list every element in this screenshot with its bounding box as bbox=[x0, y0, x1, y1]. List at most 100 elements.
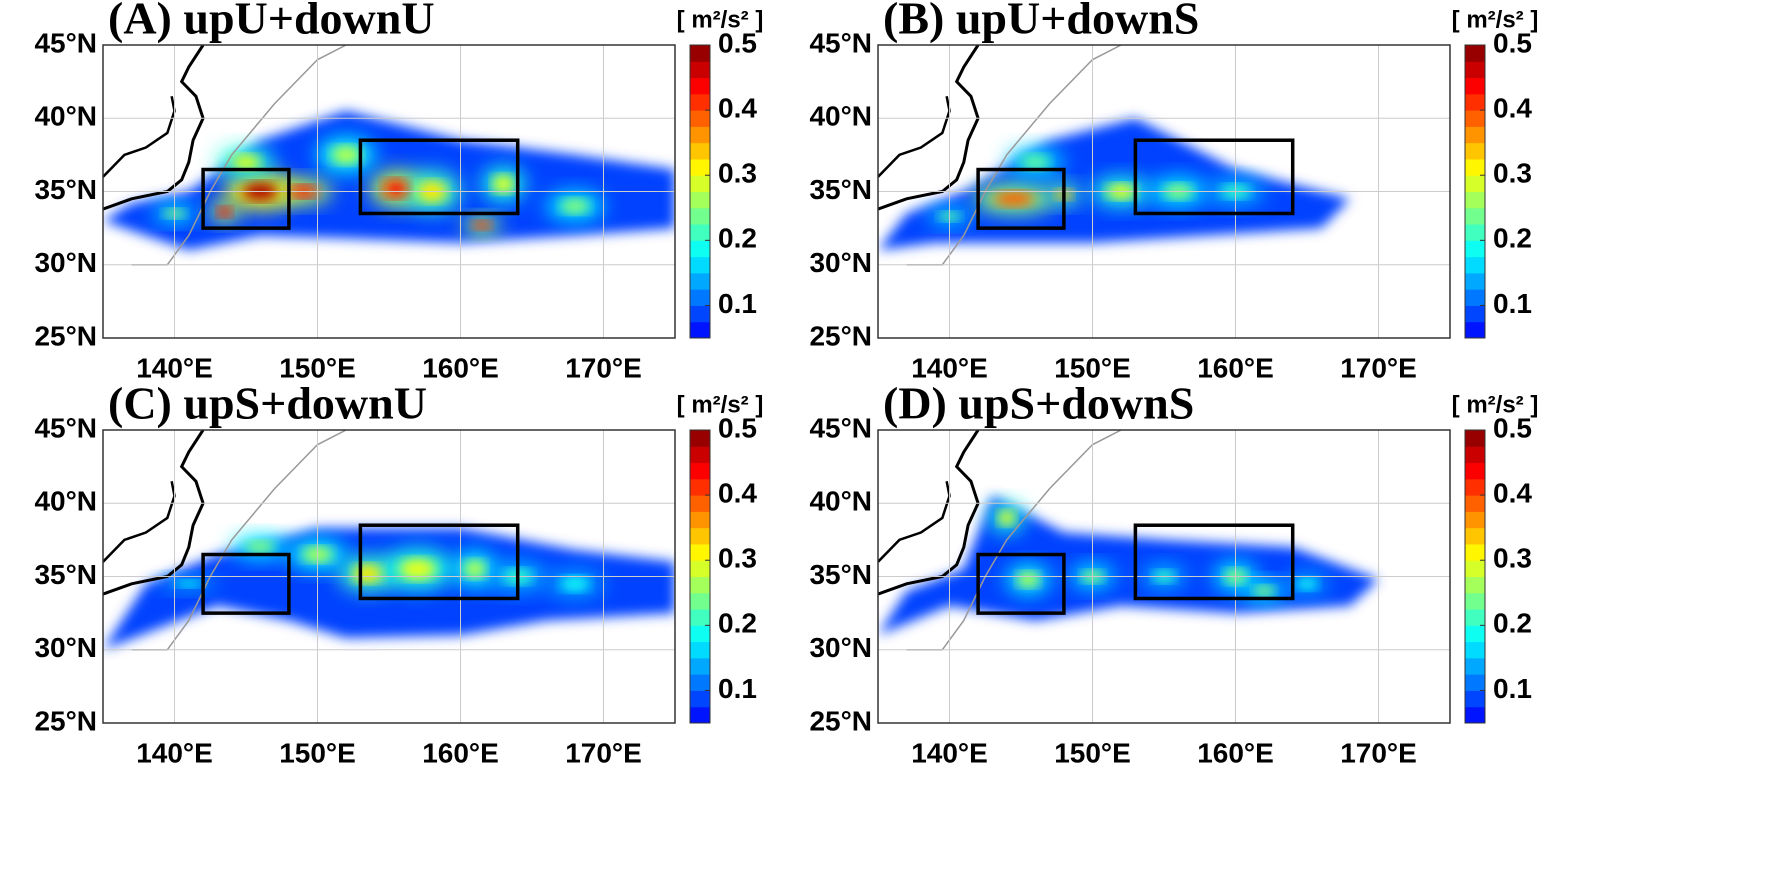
colorbar-unit: [ m²/s² ] bbox=[1452, 391, 1539, 418]
map-frame bbox=[877, 429, 1451, 724]
colorbar-frame bbox=[1464, 429, 1486, 724]
field-core bbox=[560, 576, 590, 592]
y-tick-label: 40°N bbox=[34, 101, 97, 132]
colorbar-segment bbox=[690, 126, 710, 144]
colorbar-tick-label: 0.3 bbox=[718, 158, 757, 189]
colorbar-segment bbox=[690, 446, 710, 464]
colorbar-unit: [ m²/s² ] bbox=[677, 6, 764, 33]
colorbar-segment bbox=[690, 207, 710, 225]
colorbar-segment bbox=[690, 641, 710, 659]
colorbar-segment bbox=[1465, 77, 1485, 95]
y-tick-label: 40°N bbox=[34, 486, 97, 517]
x-tick-label: 150°E bbox=[279, 737, 356, 768]
colorbar-segment bbox=[1465, 657, 1485, 675]
colorbar-segment bbox=[1465, 543, 1485, 561]
map-area bbox=[103, 430, 675, 723]
map-area bbox=[878, 430, 1450, 723]
colorbar-segment bbox=[1465, 61, 1485, 79]
colorbar-segment bbox=[690, 625, 710, 643]
contour bbox=[906, 430, 1122, 651]
colorbar-tick-label: 0.4 bbox=[718, 93, 757, 124]
region-box bbox=[201, 167, 291, 230]
panel-title: (D) upS+downS bbox=[883, 378, 1194, 429]
colorbar-segment bbox=[1465, 609, 1485, 626]
colorbar-segment bbox=[1465, 289, 1485, 306]
y-tick-label: 40°N bbox=[809, 101, 872, 132]
colorbar-segment bbox=[1465, 191, 1485, 209]
field-core bbox=[998, 510, 1016, 526]
colorbar-segment bbox=[690, 289, 710, 306]
colorbar-segment bbox=[1465, 527, 1485, 545]
x-tick-label: 160°E bbox=[422, 737, 499, 768]
colorbar-segment bbox=[690, 478, 710, 496]
colorbar-tick-label: 0.1 bbox=[718, 673, 757, 704]
colorbar-segment bbox=[690, 690, 710, 708]
colorbar-segment bbox=[690, 527, 710, 545]
colorbar-tick-label: 0.5 bbox=[718, 27, 757, 58]
colorbar-segment bbox=[690, 240, 710, 258]
colorbar-tick-label: 0.3 bbox=[1493, 158, 1532, 189]
y-tick-label: 30°N bbox=[809, 632, 872, 663]
colorbar-segment bbox=[1465, 560, 1485, 577]
y-tick-label: 35°N bbox=[809, 174, 872, 205]
y-tick-label: 30°N bbox=[34, 632, 97, 663]
contour bbox=[906, 45, 1122, 266]
contour bbox=[131, 430, 347, 651]
colorbar-tick-label: 0.2 bbox=[1493, 608, 1532, 639]
colorbar-segment bbox=[1465, 592, 1485, 610]
colorbar-segment bbox=[1465, 690, 1485, 708]
colorbar-frame bbox=[689, 429, 711, 724]
field-core bbox=[331, 146, 361, 164]
x-tick-label: 160°E bbox=[1197, 352, 1274, 383]
y-tick-label: 25°N bbox=[34, 705, 97, 736]
field-core bbox=[560, 198, 590, 214]
field-core bbox=[399, 558, 436, 580]
colorbar-segment bbox=[1465, 321, 1485, 339]
colorbar-segment bbox=[690, 61, 710, 79]
colorbar-segment bbox=[690, 674, 710, 691]
y-tick-label: 45°N bbox=[809, 27, 872, 58]
colorbar-segment bbox=[1465, 175, 1485, 192]
colorbar-segment bbox=[1465, 207, 1485, 225]
coastline bbox=[103, 45, 205, 211]
x-tick-label: 170°E bbox=[1340, 737, 1417, 768]
colorbar-segment bbox=[690, 592, 710, 610]
field-core bbox=[217, 206, 232, 218]
colorbar-tick-label: 0.4 bbox=[1493, 478, 1532, 509]
colorbar-tick-label: 0.4 bbox=[1493, 93, 1532, 124]
x-tick-label: 160°E bbox=[1197, 737, 1274, 768]
colorbar-tick-label: 0.2 bbox=[718, 608, 757, 639]
field-core bbox=[993, 191, 1034, 207]
field-core bbox=[1296, 577, 1318, 590]
x-tick-label: 140°E bbox=[136, 352, 213, 383]
colorbar-segment bbox=[1465, 495, 1485, 512]
colorbar-segment bbox=[690, 495, 710, 512]
field-core bbox=[231, 154, 261, 170]
colorbar-tick-label: 0.1 bbox=[1493, 288, 1532, 319]
colorbar-segment bbox=[1465, 446, 1485, 464]
y-tick-label: 30°N bbox=[809, 247, 872, 278]
colorbar-segment bbox=[1465, 224, 1485, 241]
colorbar-tick-label: 0.2 bbox=[718, 223, 757, 254]
colorbar-tick-label: 0.2 bbox=[1493, 223, 1532, 254]
colorbar-segment bbox=[1465, 462, 1485, 480]
colorbar-segment bbox=[690, 272, 710, 290]
colorbar-segment bbox=[690, 256, 710, 274]
field-core bbox=[472, 220, 492, 230]
y-tick-label: 25°N bbox=[809, 705, 872, 736]
field-core bbox=[245, 541, 275, 554]
y-tick-label: 35°N bbox=[34, 174, 97, 205]
colorbar-segment bbox=[690, 609, 710, 626]
y-tick-label: 25°N bbox=[34, 320, 97, 351]
x-tick-label: 170°E bbox=[565, 352, 642, 383]
map-area bbox=[878, 45, 1450, 338]
colorbar-segment bbox=[690, 191, 710, 209]
colorbar-segment bbox=[690, 45, 710, 62]
colorbar-segment bbox=[1465, 256, 1485, 274]
coastline bbox=[878, 430, 980, 596]
colorbar-segment bbox=[1465, 576, 1485, 594]
colorbar-segment bbox=[1465, 126, 1485, 144]
y-tick-label: 35°N bbox=[809, 559, 872, 590]
y-tick-label: 45°N bbox=[34, 27, 97, 58]
